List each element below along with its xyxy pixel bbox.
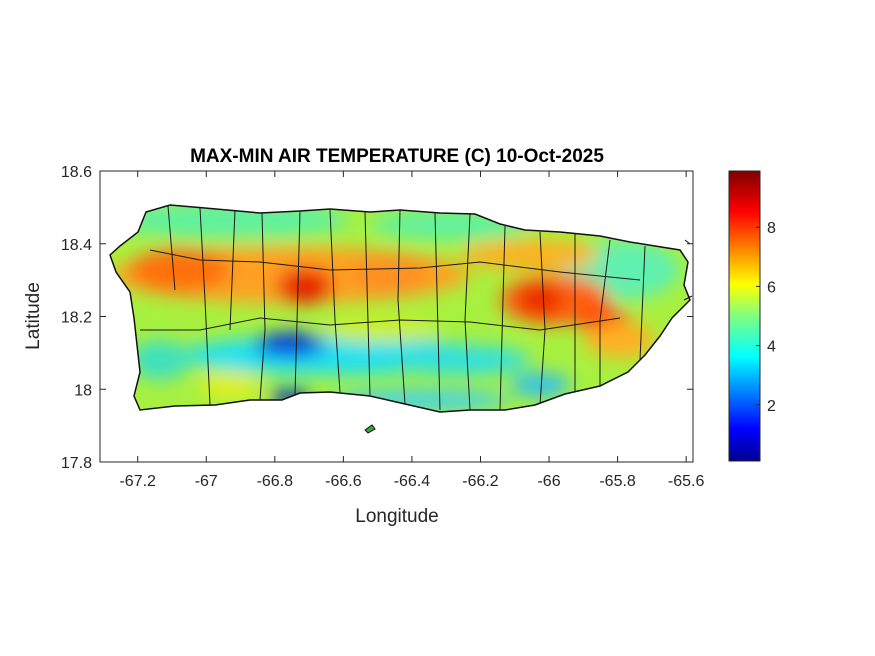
municipality-boundaries xyxy=(140,205,646,411)
x-tick-label: -66.6 xyxy=(325,473,362,490)
chart-title: MAX-MIN AIR TEMPERATURE (C) 10-Oct-2025 xyxy=(190,146,604,167)
colorbar: 2 4 6 8 xyxy=(728,170,776,462)
x-tick-label: -66 xyxy=(537,473,560,490)
x-axis-ticks: -67.2 -67 -66.8 -66.6 -66.4 -66.2 -66 -65.8 -65.… xyxy=(119,171,704,490)
y-axis-ticks: 17.8 18 18.2 18.4 18.6 xyxy=(61,164,693,472)
x-tick-label: -65.8 xyxy=(599,473,636,490)
x-axis-label: Longitude xyxy=(355,506,438,527)
colorbar-tick-label: 6 xyxy=(767,279,776,296)
colorbar-gradient xyxy=(728,170,761,462)
colorbar-tick-label: 4 xyxy=(767,339,776,356)
small-island xyxy=(364,424,376,434)
y-tick-label: 18.2 xyxy=(61,310,92,327)
colorbar-tick-label: 2 xyxy=(767,398,776,415)
x-tick-label: -65.6 xyxy=(668,473,705,490)
y-tick-label: 18 xyxy=(74,382,92,399)
colorbar-tick-label: 8 xyxy=(767,220,776,237)
x-tick-label: -67 xyxy=(195,473,218,490)
colorbar-ticks: 2 4 6 8 xyxy=(756,220,776,415)
x-tick-label: -66.8 xyxy=(257,473,294,490)
plot-axes: -67.2 -67 -66.8 -66.6 -66.4 -66.2 -66 -65.8 -65.… xyxy=(23,146,704,527)
y-tick-label: 17.8 xyxy=(61,455,92,472)
x-tick-label: -66.4 xyxy=(394,473,431,490)
y-tick-label: 18.4 xyxy=(61,237,92,254)
y-axis-label: Latitude xyxy=(23,282,44,350)
temperature-field xyxy=(110,205,690,412)
x-tick-label: -66.2 xyxy=(462,473,499,490)
y-tick-label: 18.6 xyxy=(61,164,92,181)
x-tick-label: -67.2 xyxy=(119,473,156,490)
